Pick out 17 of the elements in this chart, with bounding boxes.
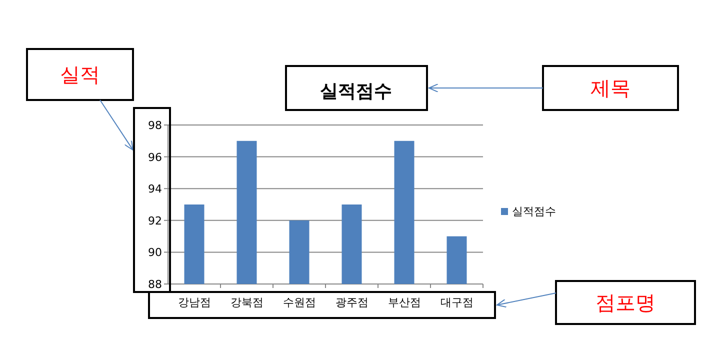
- y-tick-label: 94: [148, 182, 162, 196]
- text: 점포명: [596, 290, 656, 314]
- x-tick-label: 광주점: [335, 296, 368, 309]
- x-tick-label: 강남점: [178, 296, 211, 309]
- y-tick-label: 96: [148, 150, 162, 164]
- y-tick-label: 98: [148, 119, 162, 132]
- text: 제목: [590, 76, 630, 100]
- y-tick-label: 88: [148, 278, 162, 291]
- legend-label: 실적점수: [512, 205, 556, 218]
- text: 실적: [60, 62, 100, 86]
- x-tick-label: 대구점: [440, 296, 474, 309]
- y-tick-label: 90: [148, 246, 162, 260]
- x-tick-label: 강북점: [230, 296, 264, 309]
- x-tick-label: 수원점: [282, 296, 316, 309]
- chart-title: 실적점수: [320, 81, 392, 102]
- y-tick-label: 92: [148, 214, 162, 228]
- x-tick-label: 부산점: [388, 296, 421, 309]
